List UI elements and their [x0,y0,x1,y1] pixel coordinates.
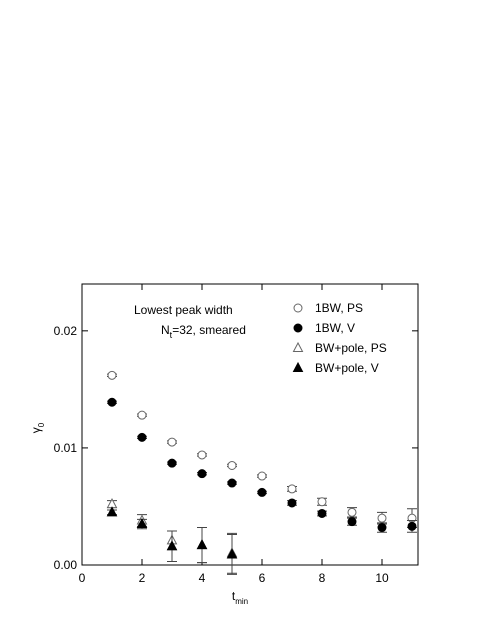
x-tick-label: 2 [139,571,146,585]
legend-marker [293,323,303,333]
x-tick-label: 8 [319,571,326,585]
marker [227,460,237,470]
marker [317,508,327,518]
legend-label: BW+pole, V [315,361,379,375]
x-axis-label: tmin [232,589,248,606]
marker [167,437,177,447]
y-tick-label: 0.00 [54,558,78,572]
marker [196,539,208,550]
x-tick-label: 6 [259,571,266,585]
marker [227,478,237,488]
marker [407,521,417,531]
legend-label: BW+pole, PS [315,341,387,355]
marker [166,540,178,551]
x-tick-label: 4 [199,571,206,585]
marker [107,397,117,407]
y-axis-label: γ0 [29,422,46,433]
marker [347,517,357,527]
marker [377,513,387,523]
marker [136,517,148,529]
annotation: Lowest peak width [134,303,233,317]
marker [347,507,357,517]
plot-frame [81,283,419,566]
marker [107,370,117,380]
legend-label: 1BW, PS [315,301,363,315]
legend-label: 1BW, V [315,321,355,335]
marker [167,458,177,468]
x-tick-label: 10 [375,571,389,585]
annotation: Nt=32, smeared [161,323,246,340]
x-tick-label: 0 [79,571,86,585]
marker [287,484,297,494]
legend-marker [292,341,304,352]
y-tick-label: 0.01 [54,441,78,455]
marker [257,487,267,497]
marker [137,410,147,420]
y-tick-label: 0.02 [54,324,78,338]
marker [197,450,207,460]
marker [257,471,267,481]
marker [317,497,327,507]
marker [377,523,387,533]
marker [287,498,297,508]
marker [197,469,207,479]
marker [106,506,118,517]
marker [137,432,147,442]
legend-marker [293,303,303,313]
legend-marker [292,361,304,372]
marker [226,548,238,559]
